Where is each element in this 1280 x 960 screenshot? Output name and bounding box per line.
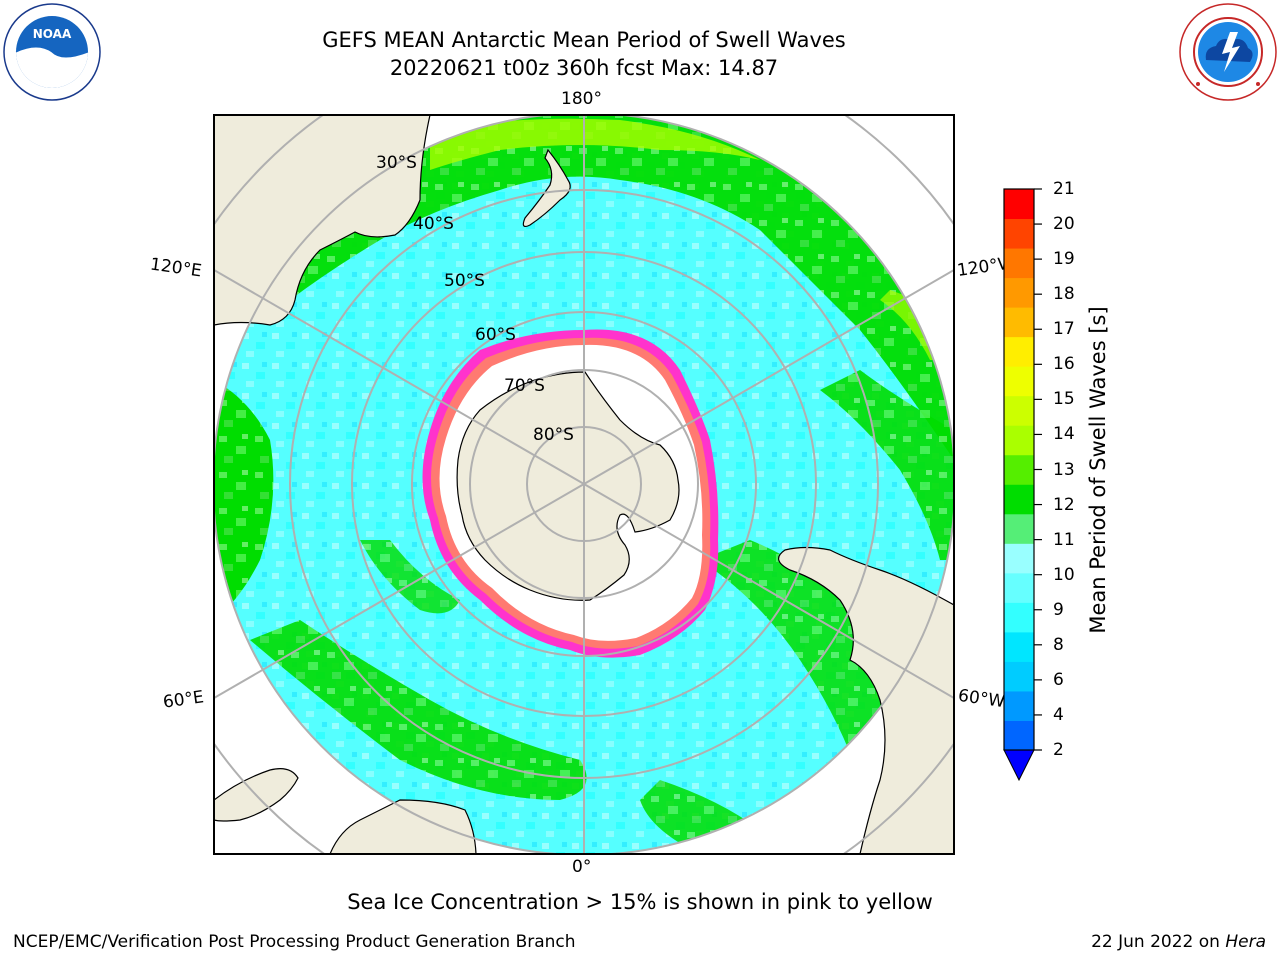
lon-label-0: 0° (572, 857, 592, 877)
colorbar-bin (1004, 602, 1034, 633)
colorbar-bin (1004, 513, 1034, 544)
colorbar-bin (1004, 454, 1034, 485)
colorbar-bin (1004, 307, 1034, 338)
noaa-logo: NOAA (3, 3, 101, 101)
colorbar-bin (1004, 395, 1034, 426)
lat-label-40s: 40°S (413, 214, 454, 234)
colorbar-bin (1004, 484, 1034, 515)
colorbar-tick-label: 6 (1053, 669, 1064, 690)
credit-date: 22 Jun 2022 on Hera (1091, 932, 1266, 952)
colorbar-bin (1004, 248, 1034, 279)
sea-ice-footnote: Sea Ice Concentration > 15% is shown in … (0, 890, 1280, 914)
map-subtitle: 20220621 t00z 360h fcst Max: 14.87 (389, 56, 779, 80)
map-title: GEFS MEAN Antarctic Mean Period of Swell… (322, 28, 846, 52)
colorbar-bin (1004, 631, 1034, 662)
colorbar-tick-label: 20 (1053, 214, 1075, 235)
colorbar-tick-label: 8 (1053, 634, 1064, 655)
graticule (214, 115, 954, 854)
colorbar-tick-label: 17 (1053, 319, 1075, 340)
lat-label-80s: 80°S (533, 425, 574, 445)
colorbar-tick-label: 12 (1053, 494, 1075, 515)
antarctica-land (456, 371, 680, 601)
colorbar-bin (1004, 720, 1034, 751)
colorbar-label: Mean Period of Swell Waves [s] (1086, 306, 1110, 634)
colorbar-tick-marks (1034, 188, 1042, 751)
colorbar-bins (1004, 189, 1034, 751)
colorbar-tick-label: 14 (1053, 424, 1075, 445)
colorbar-bin (1004, 690, 1034, 721)
colorbar-bin (1004, 425, 1034, 456)
lat-label-60s: 60°S (475, 325, 516, 345)
colorbar-tick-label: 4 (1053, 704, 1064, 725)
colorbar-under-arrow (1003, 749, 1035, 782)
map-frame (213, 114, 955, 855)
lat-label-70s: 70°S (504, 376, 545, 396)
colorbar-bin (1004, 572, 1034, 603)
colorbar-bin (1004, 543, 1034, 574)
colorbar-tick-label: 9 (1053, 599, 1064, 620)
colorbar-bin (1004, 366, 1034, 397)
colorbar-tick-label: 10 (1053, 564, 1075, 585)
colorbar-bin (1004, 277, 1034, 308)
colorbar-tick-label: 11 (1053, 529, 1075, 550)
colorbar-tick-label: 18 (1053, 284, 1075, 305)
colorbar-tick-label: 2 (1053, 740, 1064, 760)
lon-label-180: 180° (561, 89, 602, 109)
colorbar-tick-label: 15 (1053, 389, 1075, 410)
lat-label-30s: 30°S (376, 153, 417, 173)
colorbar-tick-label: 16 (1053, 354, 1075, 375)
sea-ice-footnote-text: Sea Ice Concentration > 15% is shown in … (347, 890, 933, 914)
lat-label-50s: 50°S (444, 271, 485, 291)
colorbar-bin (1004, 218, 1034, 249)
nws-logo (1179, 3, 1277, 101)
colorbar-bin (1004, 661, 1034, 692)
colorbar-bin (1004, 189, 1034, 220)
colorbar (1003, 188, 1042, 782)
colorbar-tick-label: 21 (1053, 179, 1075, 199)
credit-host: Hera (1225, 932, 1266, 952)
credit-branch: NCEP/EMC/Verification Post Processing Pr… (13, 932, 576, 952)
credit-date-text: 22 Jun 2022 on (1091, 932, 1226, 952)
noaa-logo-text: NOAA (33, 27, 72, 41)
colorbar-tick-label: 13 (1053, 459, 1075, 480)
colorbar-bin (1004, 336, 1034, 367)
colorbar-tick-label: 19 (1053, 249, 1075, 270)
